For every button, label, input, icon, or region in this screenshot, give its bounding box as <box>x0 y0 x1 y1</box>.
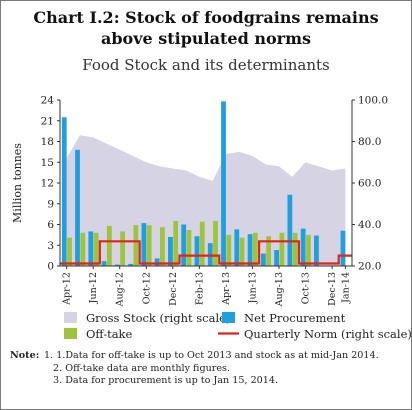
chart-title-line2: above stipulated norms <box>100 29 311 48</box>
net-procurement-bar <box>75 149 80 266</box>
chart-title-line1: Chart I.2: Stock of foodgrains remains <box>33 8 379 27</box>
right-tick-label: 100.0 <box>358 95 388 107</box>
offtake-bar <box>213 221 218 266</box>
offtake-bar <box>120 231 126 266</box>
x-tick-label: Aug-13 <box>274 272 285 307</box>
note-item-2: 2. Off-take data are monthly figures. <box>53 362 230 374</box>
offtake-bar <box>146 225 152 266</box>
net-procurement-bar <box>234 229 240 266</box>
note-item-3: 3. Data for procurement is up to Jan 15,… <box>53 375 279 387</box>
offtake-bar <box>199 221 205 266</box>
legend-offtake-swatch <box>64 328 77 339</box>
note-row-2: 2. Off-take data are monthly figures. <box>10 363 410 376</box>
x-tick-label: Jun-13 <box>247 272 258 304</box>
x-tick-label: Jan-14 <box>340 272 351 304</box>
offtake-bar <box>292 232 298 266</box>
offtake-bar <box>279 232 285 266</box>
legend-gross-stock-label: Gross Stock (right scale) <box>86 311 230 325</box>
offtake-bar <box>239 237 245 266</box>
net-procurement-bar <box>114 264 120 266</box>
x-tick-label: Dec-13 <box>327 272 338 306</box>
net-procurement-bar <box>154 258 160 266</box>
food-stock-chart: 0 3 6 9 12 15 18 21 24 20.0 40.0 60.0 80.0 100.0 Milli… <box>11 95 412 342</box>
left-tick-label: 9 <box>47 198 54 210</box>
offtake-bar <box>106 225 112 266</box>
left-tick-label: 0 <box>47 261 54 273</box>
legend-net-procurement-swatch <box>222 312 235 323</box>
x-tick-label: Apr-12 <box>62 272 73 306</box>
net-procurement-bar <box>61 117 67 267</box>
x-tick-label: Dec-12 <box>168 272 179 306</box>
net-procurement-bar <box>314 235 319 266</box>
offtake-bar <box>93 232 99 266</box>
note-row-1: Note: 1. 1.Data for off-take is up to Oc… <box>10 350 410 363</box>
y-axis-label: Million tonnes <box>11 143 24 223</box>
quarterly-norm-line <box>60 240 352 265</box>
offtake-bar <box>252 232 258 266</box>
net-procurement-bar <box>340 230 346 266</box>
net-procurement-bar <box>181 224 187 266</box>
offtake-bar <box>173 221 179 266</box>
offtake-bar <box>186 230 192 266</box>
net-procurement-bar <box>287 194 293 266</box>
right-tick-label: 20.0 <box>358 261 381 273</box>
net-procurement-bar <box>88 231 94 266</box>
offtake-bar <box>266 236 272 266</box>
left-tick-label: 3 <box>47 240 54 252</box>
left-tick-label: 18 <box>41 136 54 148</box>
net-procurement-bar <box>274 250 279 266</box>
right-tick-label: 60.0 <box>358 178 381 190</box>
left-tick-label: 21 <box>41 115 54 127</box>
x-tick-label: Apr-13 <box>221 272 232 306</box>
net-procurement-bar <box>247 234 253 266</box>
left-tick-label: 6 <box>47 219 54 231</box>
notes-block: Note: 1. 1.Data for off-take is up to Oc… <box>10 350 410 388</box>
offtake-bar <box>80 232 86 266</box>
notes-lead: Note: <box>10 350 40 361</box>
note-item-1: 1. 1.Data for off-take is up to Oct 2013… <box>44 350 379 361</box>
x-tick-label: Oct-13 <box>301 272 312 304</box>
note-row-3: 3. Data for procurement is up to Jan 15,… <box>10 375 410 388</box>
right-tick-label: 40.0 <box>358 219 381 231</box>
net-procurement-bar <box>260 253 266 266</box>
right-tick-label: 80.0 <box>358 136 381 148</box>
x-tick-label: Aug-12 <box>115 272 126 307</box>
legend-gross-stock-swatch <box>64 312 77 323</box>
x-tick-label: Oct-12 <box>141 272 152 304</box>
net-procurement-bar <box>221 101 226 266</box>
net-procurement-bar <box>141 223 147 266</box>
chart-subtitle: Food Stock and its determinants <box>82 56 330 74</box>
net-procurement-bar <box>194 236 200 266</box>
offtake-bar <box>160 227 165 266</box>
net-procurement-bar <box>101 261 107 266</box>
net-procurement-bar <box>128 263 133 266</box>
legend-offtake-label: Off-take <box>86 327 133 341</box>
x-tick-label: Jun-12 <box>88 272 99 304</box>
net-procurement-bar <box>168 236 173 266</box>
left-tick-label: 12 <box>41 178 54 190</box>
offtake-bar <box>67 237 72 266</box>
net-procurement-bar <box>300 228 306 266</box>
offtake-bar <box>306 234 311 266</box>
legend-net-procurement-label: Net Procurement <box>244 311 346 325</box>
x-tick-label: Feb-13 <box>194 272 205 305</box>
legend-quarterly-norm-label: Quarterly Norm (right scale) <box>244 327 412 341</box>
offtake-bar <box>226 234 232 266</box>
offtake-bar <box>133 225 139 266</box>
left-tick-label: 15 <box>41 157 54 169</box>
left-tick-label: 24 <box>41 95 55 107</box>
